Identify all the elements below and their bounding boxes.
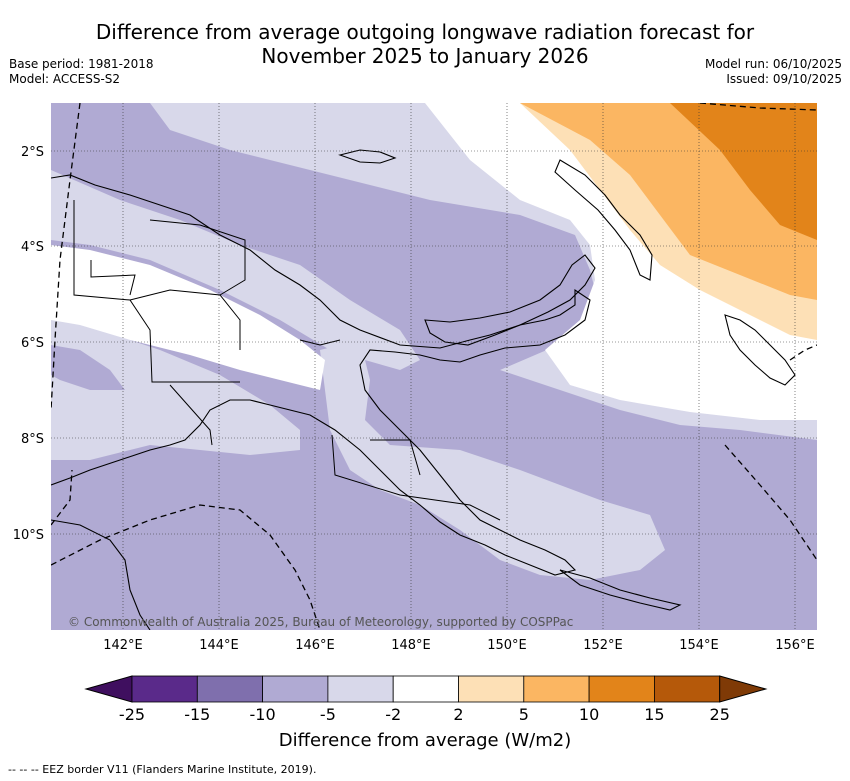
colorbar-tick-label: 15	[644, 705, 664, 724]
title-line-1: Difference from average outgoing longwav…	[95, 20, 755, 44]
manus-coast	[338, 149, 397, 164]
colorbar-tick-label: -25	[119, 705, 145, 724]
eez-west	[51, 103, 81, 411]
border-line-7	[370, 439, 421, 476]
colorbar-bin	[588, 675, 655, 703]
lat-labels: 2°S 4°S 6°S 8°S 10°S	[13, 145, 44, 543]
eez-southwest	[51, 504, 321, 630]
copyright-notice: © Commonwealth of Australia 2025, Bureau…	[68, 615, 573, 629]
colorbar-extend-low	[84, 675, 133, 703]
new-ireland-coast	[554, 159, 653, 281]
border-line-2	[90, 260, 136, 296]
colorbar-bin	[262, 675, 329, 703]
anomaly-band-light-west	[51, 170, 420, 370]
gridlines	[51, 103, 817, 630]
lon-label: 156°E	[775, 638, 815, 653]
anomaly-band-dark-orange	[670, 103, 817, 240]
lon-label: 152°E	[583, 638, 623, 653]
colorbar-tick-label: -2	[385, 705, 401, 724]
colorbar-bin	[523, 675, 590, 703]
border-line-6	[331, 434, 501, 521]
lat-label: 6°S	[21, 336, 44, 351]
eez-legend: -- -- -- EEZ border V11 (Flanders Marine…	[8, 763, 317, 776]
border-line-1	[73, 270, 240, 383]
anomaly-band-white-east	[425, 103, 817, 420]
lon-label: 148°E	[391, 638, 431, 653]
anomaly-patch-southwest	[51, 345, 125, 390]
eez-east	[724, 444, 817, 561]
lat-label: 4°S	[21, 240, 44, 255]
anomaly-band-light-center	[320, 340, 665, 580]
eez-borders	[51, 103, 817, 630]
colorbar-extend-high	[719, 675, 768, 703]
colorbar-tick-label: -15	[184, 705, 210, 724]
map-area: © Commonwealth of Australia 2025, Bureau…	[51, 103, 817, 630]
colorbar-tick-label: 10	[579, 705, 599, 724]
australia-coast	[51, 519, 151, 630]
border-line-5	[299, 339, 341, 346]
lon-label: 154°E	[679, 638, 719, 653]
southern-islands	[559, 569, 682, 611]
colorbar-tick-label: -5	[320, 705, 336, 724]
base-period: Base period: 1981-2018	[9, 57, 154, 71]
colorbar-bin	[196, 675, 264, 703]
colorbar-bin	[327, 675, 394, 703]
colorbar: -25 -15 -10 -5 -2 2 5 10 15 25	[84, 675, 768, 724]
lon-label: 150°E	[487, 638, 527, 653]
eez-southwest-b	[51, 469, 73, 526]
province-borders	[73, 200, 501, 521]
map-title: Difference from average outgoing longwav…	[0, 20, 850, 68]
model-run: Model run: 06/10/2025	[704, 57, 842, 71]
lat-label: 8°S	[21, 432, 44, 447]
bougainville-coast	[724, 314, 796, 386]
colorbar-tick-label: 5	[519, 705, 529, 724]
colorbar-bin	[458, 675, 525, 703]
border-line-4	[169, 384, 213, 446]
colorbar-tick-label: 25	[710, 705, 730, 724]
anomaly-band-white-west	[51, 245, 325, 390]
lon-labels: 142°E 144°E 146°E 148°E 150°E 152°E 154°…	[103, 638, 815, 653]
colorbar-bin	[392, 675, 459, 703]
lon-label: 142°E	[103, 638, 143, 653]
coastlines	[51, 149, 796, 630]
anomaly-band-light-southwest	[51, 310, 300, 460]
meta-right: Model run: 06/10/2025 Issued: 09/10/2025	[705, 57, 842, 87]
colorbar-tick-label: 2	[453, 705, 463, 724]
lat-label: 10°S	[13, 528, 44, 543]
meta-left: Base period: 1981-2018 Model: ACCESS-S2	[9, 57, 154, 87]
colorbar-bin	[131, 675, 198, 703]
lon-label: 144°E	[199, 638, 239, 653]
colorbar-tick-label: -10	[250, 705, 276, 724]
issued-date: Issued: 09/10/2025	[726, 72, 842, 86]
new-britain-coast	[424, 254, 596, 346]
title-line-2: November 2025 to January 2026	[261, 44, 589, 68]
colorbar-title: Difference from average (W/m2)	[278, 730, 572, 751]
new-guinea-coast	[51, 174, 591, 576]
border-line-8	[149, 219, 246, 296]
lat-label: 2°S	[21, 145, 44, 160]
lon-label: 146°E	[295, 638, 335, 653]
eez-northeast	[699, 103, 817, 111]
model-name: Model: ACCESS-S2	[9, 72, 121, 86]
colorbar-bin	[654, 675, 721, 703]
